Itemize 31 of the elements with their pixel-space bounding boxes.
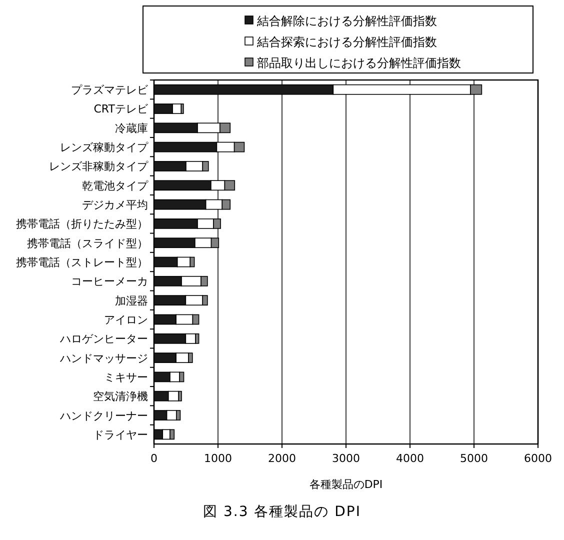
y-tick-label: アイロン (104, 313, 148, 326)
x-tick-label: 6000 (524, 452, 552, 465)
x-tick-label: 5000 (460, 452, 488, 465)
x-tick-label: 0 (150, 452, 158, 465)
x-axis-title: 各種製品のDPI (309, 478, 383, 491)
y-tick-label: コーヒーメーカ (71, 275, 148, 288)
y-tick-label: ハンドクリーナー (59, 409, 148, 422)
y-tick-label: 携帯電話（折りたたみ型） (16, 218, 148, 231)
caption: 図 3.3 各種製品の DPI (203, 504, 361, 520)
x-tick-label: 2000 (268, 452, 296, 465)
y-tick-label: 乾電池タイプ (82, 179, 149, 192)
y-tick-label: ハンドマッサージ (59, 352, 148, 365)
x-tick-label: 1000 (204, 452, 232, 465)
legend-label: 部品取り出しにおける分解性評価指数 (257, 56, 461, 70)
y-tick-label: ミキサー (104, 370, 148, 384)
x-tick-label: 3000 (332, 452, 360, 465)
y-tick-label: レンズ稼動タイプ (60, 141, 149, 154)
y-tick-label: レンズ非稼動タイプ (49, 160, 149, 174)
y-tick-label: 携帯電話（スライド型） (27, 236, 148, 250)
x-tick-label: 4000 (396, 452, 424, 465)
legend-label: 結合解除における分解性評価指数 (256, 14, 437, 28)
y-tick-label: 空気清浄機 (93, 390, 148, 404)
y-tick-label: 冷蔵庫 (115, 122, 148, 135)
y-tick-label: CRTテレビ (94, 102, 149, 116)
y-tick-label: ハロゲンヒーター (59, 332, 148, 346)
y-tick-label: デジカメ平均 (82, 198, 148, 212)
legend-label: 結合探索における分解性評価指数 (256, 35, 437, 49)
y-tick-label: ドライヤー (93, 428, 148, 442)
y-tick-label: 携帯電話（ストレート型） (16, 256, 148, 269)
y-tick-label: 加湿器 (115, 294, 148, 308)
y-tick-label: プラズマテレビ (71, 84, 149, 97)
